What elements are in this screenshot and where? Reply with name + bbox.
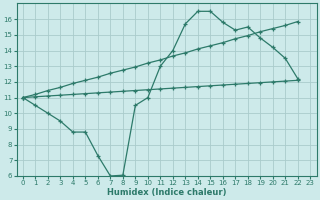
- X-axis label: Humidex (Indice chaleur): Humidex (Indice chaleur): [107, 188, 226, 197]
